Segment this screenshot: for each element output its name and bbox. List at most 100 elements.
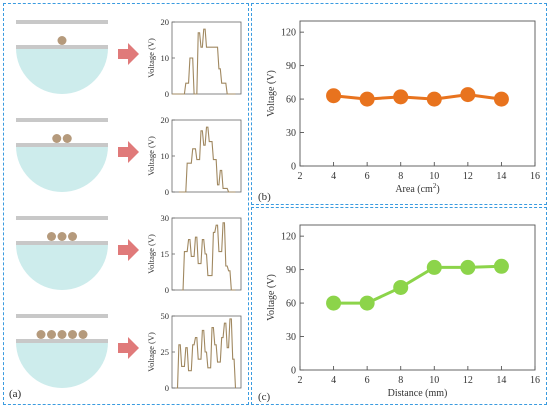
y-tick-label: 30 bbox=[286, 128, 296, 139]
x-axis-label-text: Area (cm bbox=[395, 184, 433, 195]
x-axis-label-suffix: ) bbox=[436, 184, 439, 195]
setup-row: 0 10 20 Voltage (V) bbox=[16, 115, 242, 197]
ball bbox=[57, 232, 67, 241]
x-tick-label: 2 bbox=[298, 171, 303, 182]
x-axis-label-superscript: 2 bbox=[433, 182, 437, 190]
x-tick-label: 16 bbox=[530, 375, 540, 386]
ball bbox=[57, 330, 67, 339]
ball bbox=[52, 134, 62, 143]
ball bbox=[47, 232, 56, 241]
mini-tick-label: 0 bbox=[165, 89, 169, 99]
plot-frame bbox=[299, 224, 536, 371]
mini-tick-label: 20 bbox=[161, 115, 170, 125]
ball bbox=[68, 232, 77, 241]
bottom-plate bbox=[16, 241, 108, 245]
mini-ylabel: Voltage (V) bbox=[146, 38, 156, 78]
x-axis-label-text: Distance (mm) bbox=[388, 388, 448, 399]
panel-label: (c) bbox=[258, 391, 271, 403]
x-tick-label: 16 bbox=[530, 171, 540, 182]
mini-tick-label: 30 bbox=[161, 213, 170, 223]
x-tick-label: 6 bbox=[365, 171, 370, 182]
data-point bbox=[493, 91, 509, 107]
water-bowl bbox=[16, 146, 108, 192]
plot-frame bbox=[299, 20, 536, 167]
voltage-trace bbox=[176, 318, 237, 389]
data-point bbox=[426, 91, 442, 107]
mini-tick-label: 50 bbox=[161, 311, 170, 321]
y-axis-label: Voltage (V) bbox=[266, 70, 277, 117]
panel-c: 0 30 60 90 120 2 4 6 8 10 12 14 16 Voltage (V) Distanc… bbox=[251, 207, 547, 405]
data-point bbox=[359, 295, 375, 311]
y-tick-label: 90 bbox=[286, 265, 296, 276]
panel-label: (b) bbox=[258, 191, 271, 203]
x-tick-label: 10 bbox=[429, 375, 439, 386]
data-point bbox=[460, 259, 476, 275]
data-point bbox=[326, 295, 342, 311]
panel-a-label: (a) bbox=[9, 388, 22, 400]
panel-b: 0 30 60 90 120 2 4 6 8 10 12 14 16 Voltage (V) Area (c… bbox=[251, 3, 547, 205]
setup-row: 0 10 20 Voltage (V) bbox=[16, 17, 242, 99]
y-tick-label: 60 bbox=[286, 95, 296, 106]
x-tick-label: 10 bbox=[429, 171, 439, 182]
y-tick-label: 60 bbox=[286, 299, 296, 310]
top-plate bbox=[16, 314, 108, 318]
setup-row: 0 25 50 Voltage (V) bbox=[16, 311, 242, 393]
voltage-trace bbox=[181, 222, 236, 291]
bottom-plate bbox=[16, 45, 108, 49]
x-axis-label: Area (cm2) bbox=[395, 182, 439, 195]
x-tick-label: 12 bbox=[463, 171, 473, 182]
bottom-plate bbox=[16, 143, 108, 147]
top-plate bbox=[16, 20, 108, 24]
ball bbox=[47, 330, 56, 339]
x-tick-label: 8 bbox=[398, 375, 403, 386]
arrow-icon bbox=[118, 239, 139, 261]
y-tick-label: 90 bbox=[286, 61, 296, 72]
x-axis-label: Distance (mm) bbox=[388, 388, 448, 399]
mini-tick-label: 25 bbox=[161, 347, 170, 357]
arrow-icon bbox=[118, 43, 139, 65]
series-line bbox=[333, 93, 502, 101]
x-tick-label: 14 bbox=[496, 171, 506, 182]
x-tick-label: 14 bbox=[496, 375, 506, 386]
mini-ylabel: Voltage (V) bbox=[146, 136, 156, 176]
data-point bbox=[326, 88, 342, 104]
mini-ylabel: Voltage (V) bbox=[146, 332, 156, 372]
x-tick-label: 8 bbox=[398, 171, 403, 182]
setup-row: 0 15 30 Voltage (V) bbox=[16, 213, 242, 295]
mini-tick-label: 10 bbox=[161, 53, 170, 63]
y-tick-label: 0 bbox=[291, 162, 296, 173]
chart-c: 0 30 60 90 120 2 4 6 8 10 12 14 16 Voltage (V) Distanc… bbox=[258, 224, 540, 403]
water-bowl bbox=[16, 342, 108, 388]
ball bbox=[62, 134, 72, 143]
x-tick-label: 4 bbox=[331, 171, 336, 182]
mini-tick-label: 20 bbox=[161, 17, 170, 27]
data-point bbox=[393, 279, 409, 295]
y-tick-label: 30 bbox=[286, 332, 296, 343]
panel-a: 0 10 20 Voltage (V) 0 10 20 Voltage (V) 0 15 30 Vol… bbox=[3, 3, 249, 405]
y-tick-label: 120 bbox=[281, 28, 296, 39]
mini-chart-frame bbox=[171, 21, 242, 95]
water-bowl bbox=[16, 244, 108, 290]
mini-tick-label: 0 bbox=[165, 187, 169, 197]
water-bowl bbox=[16, 48, 108, 94]
mini-tick-label: 0 bbox=[165, 383, 169, 393]
ball bbox=[57, 36, 67, 45]
y-axis-label: Voltage (V) bbox=[266, 274, 277, 321]
x-tick-label: 4 bbox=[331, 375, 336, 386]
series-line bbox=[333, 264, 502, 305]
arrow-icon bbox=[118, 141, 139, 163]
chart-b: 0 30 60 90 120 2 4 6 8 10 12 14 16 Voltage (V) Area (c… bbox=[258, 20, 540, 203]
ball bbox=[68, 330, 77, 339]
data-point bbox=[493, 258, 509, 274]
bottom-plate bbox=[16, 339, 108, 343]
top-plate bbox=[16, 216, 108, 220]
x-tick-label: 6 bbox=[365, 375, 370, 386]
data-point bbox=[426, 259, 442, 275]
y-tick-label: 0 bbox=[291, 366, 296, 377]
data-point bbox=[393, 89, 409, 105]
y-tick-label: 120 bbox=[281, 232, 296, 243]
mini-tick-label: 15 bbox=[161, 249, 170, 259]
top-plate bbox=[16, 118, 108, 122]
mini-ylabel: Voltage (V) bbox=[146, 234, 156, 274]
x-tick-label: 12 bbox=[463, 375, 473, 386]
